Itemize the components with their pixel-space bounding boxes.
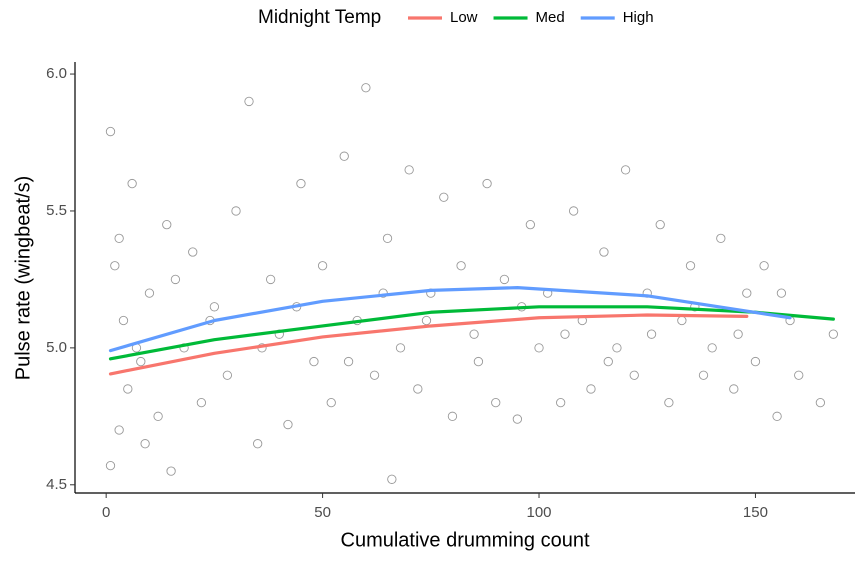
- data-point: [153, 411, 163, 421]
- data-point: [646, 329, 657, 339]
- data-point: [253, 439, 263, 449]
- data-point: [794, 370, 804, 380]
- data-point: [677, 315, 687, 326]
- x-tick-label: 150: [743, 504, 768, 521]
- legend-label: High: [623, 9, 654, 26]
- data-point: [118, 315, 129, 326]
- data-point: [750, 356, 761, 367]
- data-point: [309, 356, 319, 367]
- data-point: [382, 233, 393, 243]
- data-point: [759, 261, 769, 271]
- data-point: [343, 356, 354, 367]
- data-point: [114, 425, 124, 435]
- data-point: [456, 261, 466, 271]
- data-point: [166, 466, 176, 476]
- y-tick-label: 4.5: [46, 476, 67, 493]
- data-point: [283, 419, 293, 430]
- data-point: [265, 274, 276, 285]
- data-point: [599, 247, 609, 257]
- data-point: [387, 474, 397, 484]
- y-tick-label: 6.0: [46, 65, 67, 82]
- data-point: [729, 384, 739, 394]
- data-point: [421, 315, 432, 326]
- data-point: [491, 397, 501, 408]
- data-point: [776, 288, 787, 298]
- data-point: [469, 329, 479, 339]
- data-point: [828, 329, 839, 339]
- data-point: [209, 302, 220, 312]
- data-point: [378, 288, 388, 298]
- data-point: [685, 261, 696, 271]
- data-point: [742, 288, 752, 298]
- data-point: [655, 220, 665, 230]
- data-point: [612, 343, 622, 353]
- data-point: [733, 329, 743, 339]
- data-point: [144, 288, 155, 298]
- legend-title: Midnight Temp: [258, 7, 381, 28]
- y-tick-label: 5.5: [46, 202, 67, 219]
- data-point: [620, 165, 631, 175]
- data-point: [105, 126, 116, 137]
- data-point: [188, 247, 198, 257]
- trend-line: [108, 313, 749, 376]
- data-point: [317, 261, 328, 271]
- data-point: [222, 370, 233, 380]
- data-point: [664, 397, 674, 408]
- data-point: [413, 384, 423, 394]
- data-point: [244, 96, 254, 107]
- data-point: [395, 343, 406, 353]
- data-point: [556, 397, 566, 408]
- data-point: [815, 397, 826, 408]
- data-point: [560, 329, 570, 339]
- data-point: [568, 206, 579, 216]
- y-tick-label: 5.0: [46, 339, 67, 356]
- data-point: [136, 356, 146, 367]
- data-point: [361, 83, 371, 93]
- y-axis-title: Pulse rate (wingbeat/s): [12, 176, 34, 381]
- data-point: [473, 356, 484, 367]
- data-point: [170, 274, 181, 285]
- legend: Midnight Temp Low Med High: [258, 7, 654, 28]
- data-point: [482, 178, 492, 189]
- trend-line: [108, 286, 792, 353]
- data-point: [326, 397, 336, 408]
- data-point: [439, 192, 449, 202]
- data-point: [140, 439, 150, 449]
- data-point: [629, 370, 639, 380]
- data-point: [772, 411, 782, 421]
- trend-line: [108, 305, 835, 361]
- x-axis-title: Cumulative drumming count: [341, 529, 590, 551]
- data-point: [698, 370, 709, 380]
- x-tick-label: 50: [314, 504, 331, 521]
- data-point: [105, 460, 116, 471]
- legend-label: Low: [450, 9, 478, 26]
- data-point: [512, 414, 523, 424]
- data-point: [447, 411, 458, 421]
- data-point: [296, 178, 306, 189]
- data-point: [707, 343, 717, 353]
- data-point: [123, 384, 133, 394]
- data-point: [231, 206, 241, 216]
- data-point: [404, 165, 414, 175]
- data-point: [110, 261, 120, 271]
- data-point: [525, 220, 536, 230]
- data-point: [716, 233, 726, 243]
- data-point: [162, 220, 172, 230]
- data-point: [196, 397, 207, 408]
- data-point: [499, 274, 510, 285]
- data-point: [369, 370, 380, 380]
- data-point: [127, 178, 137, 189]
- data-point: [534, 343, 544, 353]
- data-point: [586, 384, 596, 394]
- data-point: [339, 151, 349, 161]
- legend-label: Med: [536, 9, 565, 26]
- x-tick-label: 100: [527, 504, 552, 521]
- data-point: [603, 356, 613, 367]
- data-point: [114, 233, 124, 243]
- x-tick-label: 0: [102, 504, 110, 521]
